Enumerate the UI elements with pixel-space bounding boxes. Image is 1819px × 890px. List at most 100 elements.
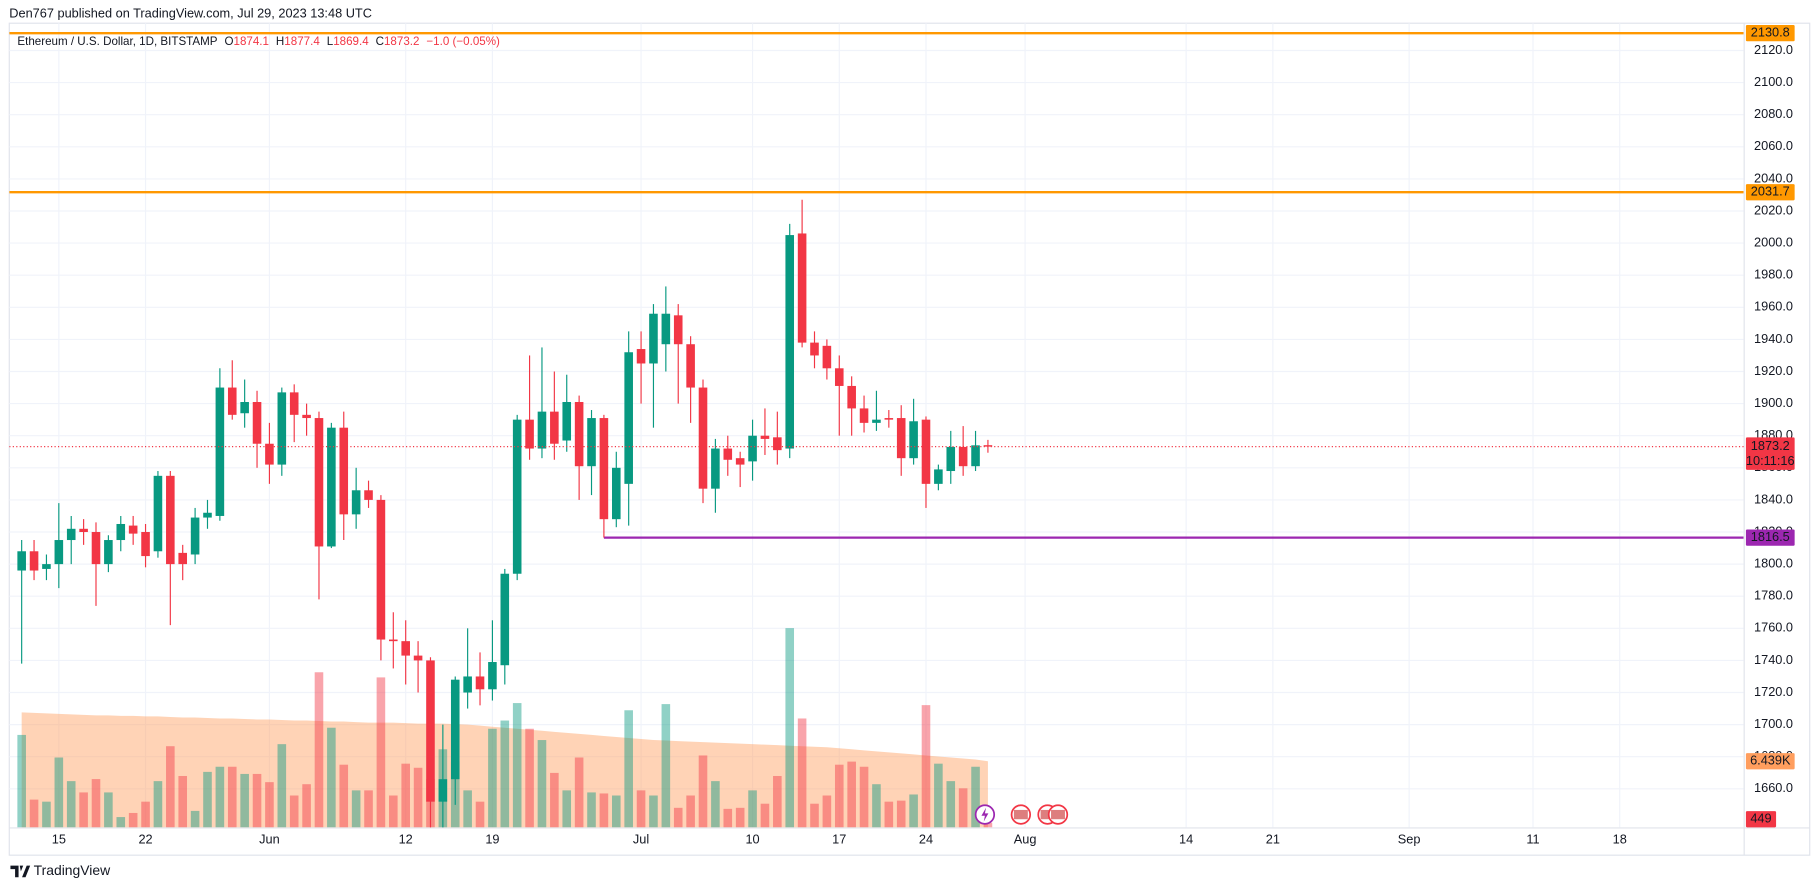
candle-body: [859, 408, 869, 423]
candle-body: [314, 418, 324, 547]
volume-bar: [834, 764, 844, 828]
candle-body: [190, 517, 200, 555]
volume-bar: [389, 795, 398, 828]
volume-label: 449: [1750, 811, 1771, 826]
volume-bar: [475, 801, 485, 828]
volume-bar: [227, 766, 237, 828]
volume-bar: [91, 779, 101, 828]
candle-body: [450, 679, 460, 780]
x-tick-label: 19: [485, 831, 499, 846]
volume-bar: [723, 808, 733, 828]
legend-close: 1873.2: [384, 35, 419, 48]
event-flag: [1051, 809, 1065, 820]
y-tick-label: 2100.0: [1754, 74, 1793, 89]
candle-body: [599, 418, 609, 520]
level-label: 1816.5: [1751, 529, 1790, 544]
y-tick-label: 2120.0: [1754, 42, 1793, 57]
volume-bar: [847, 761, 856, 828]
volume-bar: [500, 720, 510, 828]
y-tick-label: 2020.0: [1754, 202, 1793, 217]
footer-brand: TradingView: [34, 862, 111, 878]
volume-ma-area: [21, 712, 988, 828]
volume-bar: [748, 790, 757, 828]
candle-body: [500, 573, 510, 666]
candle-body: [153, 475, 163, 552]
volume-bar: [54, 757, 64, 828]
x-tick-label: 11: [1526, 831, 1539, 846]
volume-bar: [364, 790, 373, 828]
x-tick-label: 21: [1266, 831, 1280, 846]
candle-body: [773, 437, 782, 451]
volume-bar: [537, 740, 547, 828]
event-icon-bolt: [981, 807, 989, 822]
volume-bar: [153, 781, 163, 828]
candle-body: [240, 402, 249, 414]
candle-body: [872, 419, 881, 423]
candle-body: [711, 448, 720, 489]
volume-bar: [351, 790, 361, 828]
x-tick-label: 10: [745, 831, 759, 846]
candle-body: [215, 387, 225, 516]
plot: [9, 31, 1744, 828]
candle-body: [797, 233, 807, 343]
candle-body: [302, 414, 311, 419]
legend-prefix: C: [376, 35, 384, 48]
candle-body: [649, 313, 658, 364]
legend-change: −1.0 (−0.05%): [426, 35, 500, 48]
volume-bar: [909, 794, 918, 828]
candle-body: [958, 446, 968, 467]
legend-prefix: L: [327, 35, 334, 48]
volume-ma-badge: [1745, 753, 1795, 770]
x-tick-label: 17: [832, 831, 846, 846]
volume-bar: [463, 790, 472, 828]
volume-bar: [203, 771, 212, 828]
price-label: 1873.2: [1751, 438, 1790, 453]
volume-bar: [884, 801, 894, 828]
volume-bar: [79, 792, 88, 828]
volume-bar: [339, 764, 349, 828]
volume-bar: [921, 705, 931, 828]
y-tick-label: 1660.0: [1754, 780, 1793, 795]
volume-bar: [599, 793, 609, 828]
y-tick-label: 1740.0: [1754, 652, 1793, 667]
volume-bar: [797, 718, 807, 828]
volume-bar: [859, 766, 869, 828]
volume-bar: [624, 710, 633, 828]
candle-body: [686, 344, 695, 388]
candle-body: [17, 551, 26, 571]
volume-bar: [550, 772, 559, 828]
candle-body: [624, 352, 633, 484]
candle-body: [66, 528, 76, 541]
volume-bar: [587, 792, 596, 828]
candle-body: [426, 660, 435, 802]
volume-bar: [760, 803, 770, 828]
candle-body: [512, 419, 522, 574]
candle-body: [636, 349, 646, 364]
volume-bar: [116, 817, 126, 828]
x-tick-label: Jun: [259, 831, 280, 846]
candle-body: [760, 435, 770, 439]
candle-body: [413, 655, 423, 661]
volume-bar: [649, 795, 658, 828]
candle-body: [946, 446, 956, 472]
x-tick-label: Aug: [1014, 831, 1037, 846]
y-tick-label: 1800.0: [1754, 555, 1793, 570]
axes: 1660.01680.01700.01720.01740.01760.01780…: [52, 25, 1795, 846]
candle-body: [351, 490, 361, 515]
y-tick-label: 2000.0: [1754, 234, 1793, 249]
y-tick-label: 1920.0: [1754, 363, 1793, 378]
level-label: 2031.7: [1751, 184, 1790, 199]
y-tick-label: 1940.0: [1754, 331, 1793, 346]
x-tick-label: 24: [919, 831, 933, 846]
volume-bar: [822, 795, 832, 828]
candle-body: [339, 427, 349, 515]
volume-bar: [686, 795, 695, 828]
candle-body: [128, 525, 138, 534]
volume-bar: [240, 773, 249, 828]
candle-body: [834, 368, 844, 386]
candle-body: [562, 402, 572, 441]
volume-bar: [512, 703, 522, 828]
volume-bar: [166, 746, 175, 828]
volume-bar: [141, 801, 150, 828]
